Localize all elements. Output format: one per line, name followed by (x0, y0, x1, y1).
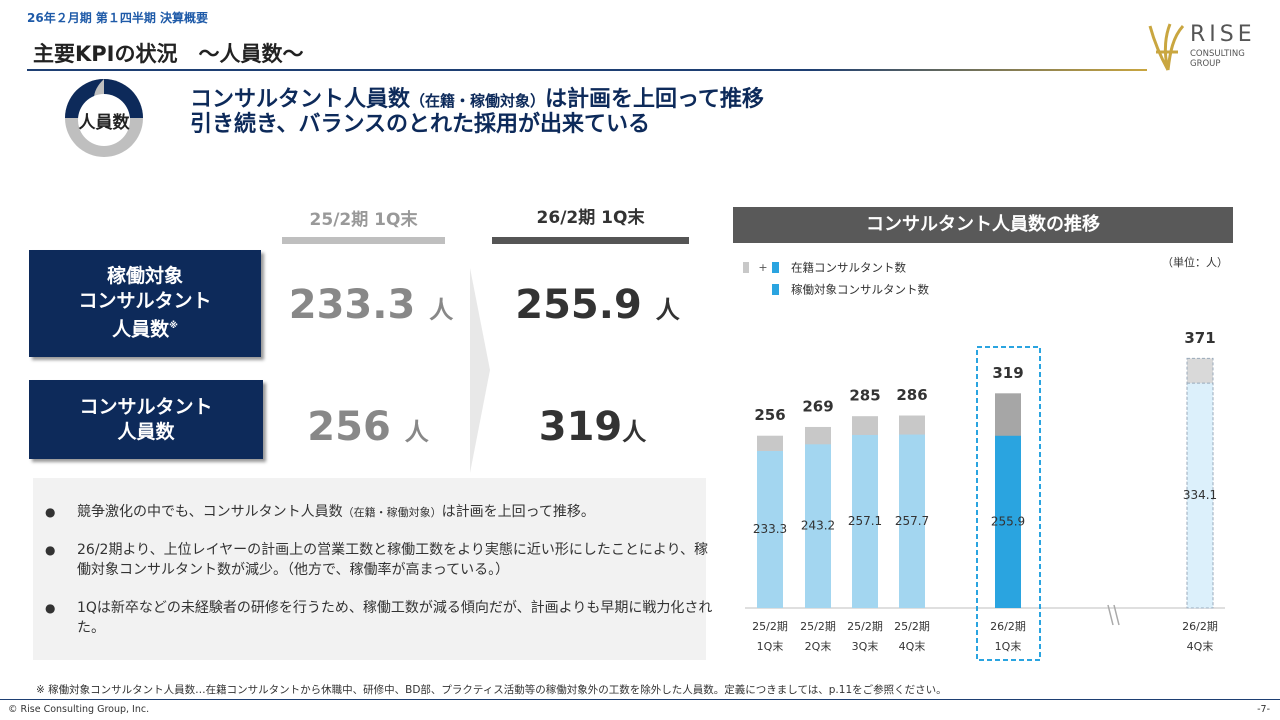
value-label: 334.1 (1183, 488, 1217, 502)
value-label: 233.3 (753, 522, 787, 536)
text: （在籍・稼働対象） (410, 92, 546, 110)
text: 233.3 (288, 282, 416, 328)
total-label: 286 (896, 386, 927, 404)
logo-mark (1148, 23, 1185, 71)
kpi-value: 255.9 人 (500, 282, 695, 328)
text: コンサルタント (79, 395, 213, 418)
legend-swatch (772, 262, 779, 273)
text: は計画を上回って推移 (545, 87, 764, 112)
logo: RISE (1190, 22, 1256, 47)
row-label: 稼働対象 コンサルタント 人員数※ (29, 250, 261, 357)
text: 319 (538, 404, 623, 450)
total-label: 256 (754, 406, 785, 424)
highlight-box (976, 346, 1041, 661)
total-label: 269 (802, 397, 833, 415)
text: 人員数 (112, 318, 170, 341)
text: 稼働対象 (106, 265, 183, 288)
bullet: 26/2期より、上位レイヤーの計画上の営業工数と稼働工数をより実態に近い形にした… (45, 540, 717, 580)
col-head: 25/2期 1Q末 (309, 210, 418, 230)
text: ※ (169, 321, 178, 332)
unit: 人 (404, 418, 429, 446)
chart: コンサルタント人員数の推移 （単位：人） + 在籍コンサルタント数稼働対象コンサル… (733, 207, 1233, 661)
text: （在籍・稼働対象） (342, 506, 442, 519)
unit: 人 (622, 418, 647, 446)
page-number: -7- (1257, 704, 1270, 715)
footnote: ※ 稼働対象コンサルタント人員数…在籍コンサルタントから休職中、研修中、BD部、… (36, 684, 947, 696)
copyright: © Rise Consulting Group, Inc. (8, 704, 150, 715)
total-label: 371 (1184, 329, 1215, 347)
x-tick-label: 3Q末 (852, 639, 879, 653)
headline: コンサルタント人員数（在籍・稼働対象）は計画を上回って推移 (190, 81, 764, 113)
bar-active (899, 434, 925, 608)
rule (0, 699, 1280, 700)
axis-break (1107, 604, 1120, 626)
x-tick-label: 2Q末 (805, 639, 832, 653)
bar-active (757, 450, 783, 608)
icon-label: 人員数 (78, 113, 130, 133)
text: 255.9 (515, 282, 642, 328)
section: 26年２月期 第１四半期 決算概要 (27, 11, 209, 25)
x-tick-label: 25/2期 (847, 620, 883, 633)
x-tick-label: 26/2期 (990, 620, 1026, 633)
value-label: 255.9 (991, 514, 1025, 528)
icon (65, 79, 143, 157)
kpi-value: 319人 (495, 404, 690, 450)
bar-active (852, 434, 878, 608)
chevron (470, 268, 490, 473)
unit: 人 (429, 296, 454, 324)
bullet: 競争激化の中でも、コンサルタント人員数（在籍・稼働対象）は計画を上回って推移。 (45, 502, 717, 523)
text: 人員数※ (29, 314, 261, 342)
total-label: 319 (992, 364, 1023, 382)
bullet: 1Qは新卒などの未経験者の研修を行うため、稼働工数が減る傾向だが、計画よりも早期… (45, 598, 717, 638)
col-head: 26/2期 1Q末 (536, 208, 645, 228)
value-label: 257.1 (848, 514, 882, 528)
x-tick-label: 26/2期 (1182, 620, 1218, 633)
x-tick-label: 4Q末 (899, 639, 926, 653)
chart-title: コンサルタント人員数の推移 (866, 213, 1100, 235)
text: コンサルタント人員数 (190, 87, 411, 112)
title: 主要KPIの状況 ～人員数～ (33, 42, 304, 66)
rule (27, 69, 1147, 71)
bar-active (995, 435, 1021, 608)
kpi-value: 256 人 (282, 404, 454, 450)
text: は計画を上回って推移。 (441, 504, 595, 520)
headline: 引き続き、バランスのとれた採用が出来ている (190, 112, 651, 137)
logo: CONSULTING (1190, 49, 1245, 59)
legend-label: 在籍コンサルタント数 (791, 261, 906, 275)
bar-active (805, 444, 831, 608)
legend-label: 稼働対象コンサルタント数 (791, 283, 929, 297)
col-bar (282, 237, 445, 244)
x-tick-label: 1Q末 (995, 639, 1022, 653)
x-tick-label: 25/2期 (752, 620, 788, 633)
text: コンサルタント (78, 290, 212, 313)
text: 256 (307, 404, 391, 450)
total-label: 285 (849, 387, 880, 405)
chart-title-bar (733, 207, 1233, 243)
unit: （単位：人） (1162, 255, 1228, 269)
value-label: 257.7 (895, 514, 929, 528)
value-label: 243.2 (801, 519, 835, 533)
logo: GROUP (1190, 59, 1221, 69)
text: 人員数 (117, 420, 175, 443)
unit: 人 (655, 296, 680, 324)
bar-active (1186, 382, 1214, 609)
col-bar (492, 237, 689, 244)
x-tick-label: 4Q末 (1187, 639, 1214, 653)
x-tick-label: 25/2期 (894, 620, 930, 633)
row-label: コンサルタント 人員数 (29, 380, 263, 459)
x-tick-label: 1Q末 (757, 639, 784, 653)
legend-prefix: + (758, 261, 767, 274)
legend-swatch (743, 262, 749, 273)
bullet-box: 競争激化の中でも、コンサルタント人員数（在籍・稼働対象）は計画を上回って推移。 … (33, 478, 712, 660)
text: 競争激化の中でも、コンサルタント人員数 (77, 504, 343, 520)
x-tick-label: 25/2期 (800, 620, 836, 633)
legend-swatch (772, 284, 779, 295)
kpi-value: 233.3 人 (282, 282, 460, 328)
